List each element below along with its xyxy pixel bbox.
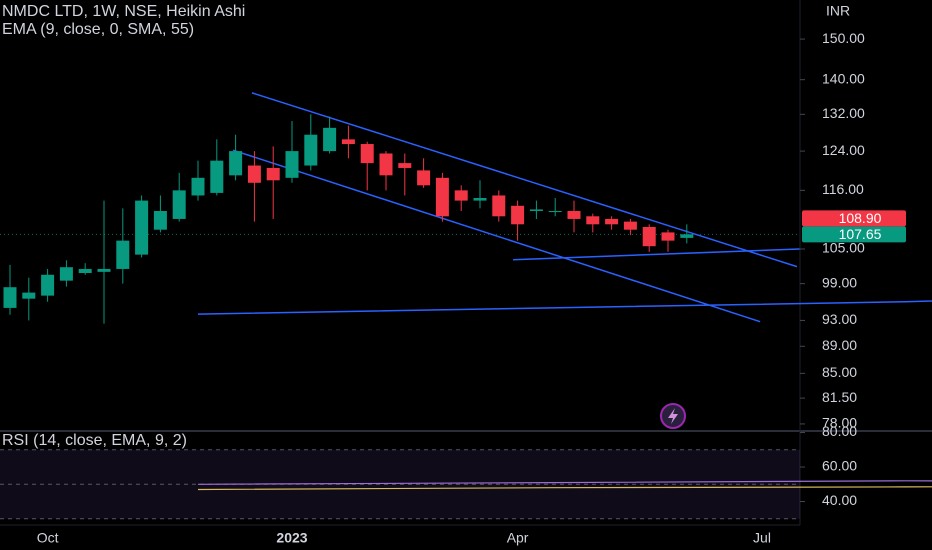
candle-body: [153, 211, 167, 230]
x-tick-label: Apr: [507, 530, 529, 546]
candle-body: [642, 226, 656, 247]
y-tick-label: 116.00: [822, 181, 864, 197]
rsi-title: RSI (14, close, EMA, 9, 2): [2, 432, 187, 449]
candle-body: [341, 139, 355, 145]
candle-body: [78, 268, 92, 274]
candle-body: [41, 274, 55, 296]
candle-body: [379, 153, 393, 176]
x-tick-label: Jul: [753, 530, 771, 546]
candle-body: [266, 167, 280, 181]
trendline: [251, 92, 798, 268]
candle-body: [97, 268, 111, 272]
candle-body: [323, 127, 337, 152]
candle-body: [548, 211, 562, 213]
candle-body: [680, 234, 694, 238]
y-tick-label: 150.00: [822, 30, 865, 46]
y-tick-label: 80.00: [822, 423, 857, 439]
candle-body: [135, 200, 149, 255]
candle-body: [567, 211, 581, 219]
candle-body: [247, 165, 261, 183]
y-tick-label: 89.00: [822, 337, 857, 353]
ema-legend: EMA (9, close, 0, SMA, 55): [2, 21, 194, 38]
price-marker-label: 107.65: [839, 226, 882, 242]
candle-body: [492, 195, 506, 217]
y-tick-label: 60.00: [822, 458, 857, 474]
y-tick-label: 78.00: [822, 415, 857, 431]
candle-body: [116, 240, 130, 269]
y-tick-label: 85.00: [822, 364, 857, 380]
trendline: [513, 248, 800, 261]
candle-body: [417, 170, 431, 186]
candle-body: [229, 151, 243, 176]
y-tick-label: 105.00: [822, 240, 865, 256]
y-tick-label: 132.00: [822, 105, 865, 121]
candle-body: [586, 216, 600, 225]
candle-body: [529, 209, 543, 212]
candle-body: [454, 190, 468, 201]
x-tick-label: 2023: [276, 530, 307, 546]
candle-body: [172, 190, 186, 219]
price-marker: [802, 210, 906, 227]
candle-body: [605, 218, 619, 225]
y-tick-label: 81.50: [822, 389, 857, 405]
candle-body: [210, 160, 224, 193]
y-tick-label: 140.00: [822, 70, 865, 86]
candle-body: [661, 232, 675, 241]
candle-body: [623, 221, 637, 230]
alert-bolt: [668, 408, 678, 424]
y-tick-label: 40.00: [822, 492, 857, 508]
x-tick-label: Oct: [37, 530, 59, 546]
chart-title: NMDC LTD, 1W, NSE, Heikin Ashi: [2, 3, 245, 20]
currency-label: INR: [826, 3, 850, 19]
price-marker-label: 108.90: [839, 210, 882, 226]
y-tick-label: 124.00: [822, 142, 865, 158]
candle-body: [304, 134, 318, 166]
candle-body: [435, 177, 449, 217]
candle-body: [191, 177, 205, 196]
candle-body: [3, 287, 17, 308]
candle-body: [511, 205, 525, 225]
y-tick-label: 93.00: [822, 311, 857, 327]
candle-body: [59, 267, 73, 281]
candle-body: [398, 163, 412, 168]
candle-body: [285, 151, 299, 178]
price-marker: [802, 226, 906, 243]
candle-body: [473, 198, 487, 201]
candle-body: [360, 144, 374, 164]
candle-body: [22, 292, 36, 299]
y-tick-label: 99.00: [822, 274, 857, 290]
trendline: [232, 149, 761, 323]
plot-area: [0, 92, 932, 520]
